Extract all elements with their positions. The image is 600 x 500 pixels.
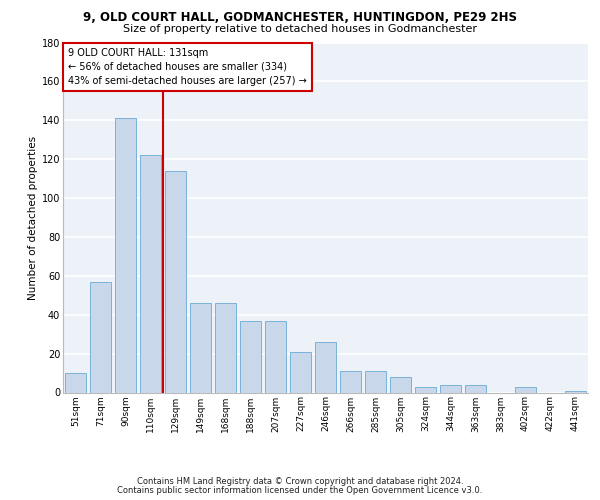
Bar — [390, 377, 411, 392]
Y-axis label: Number of detached properties: Number of detached properties — [28, 136, 38, 300]
Text: Contains public sector information licensed under the Open Government Licence v3: Contains public sector information licen… — [118, 486, 482, 495]
Bar — [240, 320, 261, 392]
Bar — [65, 373, 86, 392]
Bar — [365, 371, 386, 392]
Bar — [340, 371, 361, 392]
Bar — [265, 320, 286, 392]
Text: Contains HM Land Registry data © Crown copyright and database right 2024.: Contains HM Land Registry data © Crown c… — [137, 477, 463, 486]
Bar — [190, 303, 211, 392]
Bar — [290, 352, 311, 393]
Text: 9 OLD COURT HALL: 131sqm
← 56% of detached houses are smaller (334)
43% of semi-: 9 OLD COURT HALL: 131sqm ← 56% of detach… — [68, 48, 307, 86]
Bar — [315, 342, 336, 392]
Bar — [565, 390, 586, 392]
Bar — [140, 156, 161, 392]
Bar — [165, 171, 186, 392]
Bar — [515, 386, 536, 392]
Text: Size of property relative to detached houses in Godmanchester: Size of property relative to detached ho… — [123, 24, 477, 34]
Bar — [115, 118, 136, 392]
Bar — [415, 386, 436, 392]
Text: 9, OLD COURT HALL, GODMANCHESTER, HUNTINGDON, PE29 2HS: 9, OLD COURT HALL, GODMANCHESTER, HUNTIN… — [83, 11, 517, 24]
Bar — [440, 384, 461, 392]
Bar — [215, 303, 236, 392]
Bar — [90, 282, 111, 393]
Bar — [465, 384, 486, 392]
